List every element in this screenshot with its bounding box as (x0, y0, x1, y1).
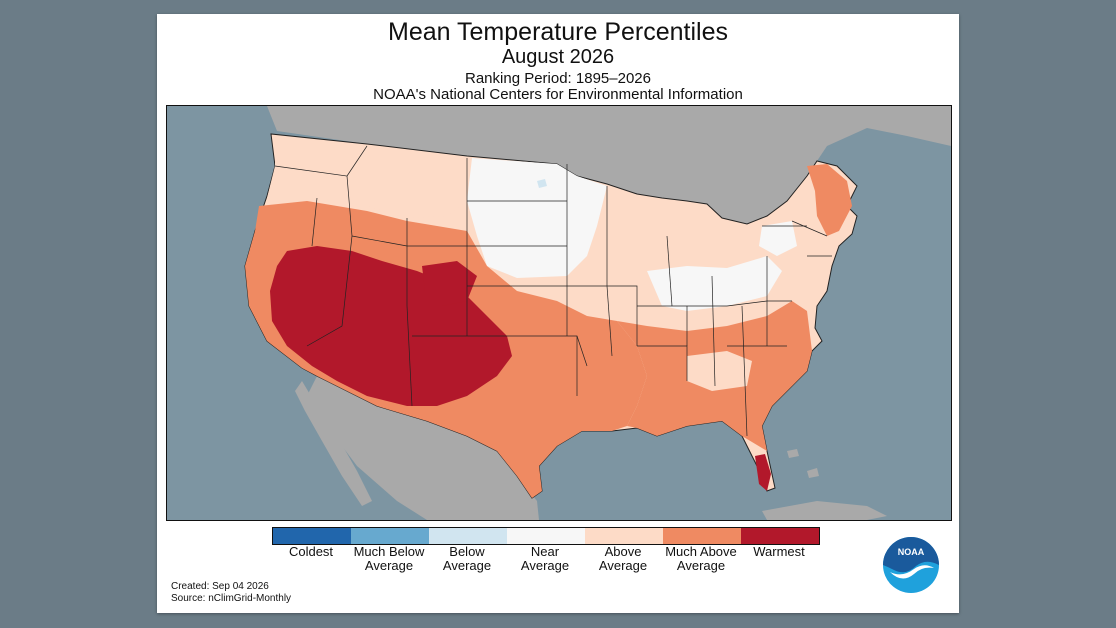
legend-label-near: Near Average (520, 544, 570, 573)
warmest-florida (755, 454, 771, 491)
bahamas-land (787, 449, 819, 478)
noaa-logo-upper (883, 537, 939, 573)
noaa-logo-text: NOAA (898, 547, 925, 557)
near-average-northeast (759, 221, 797, 256)
organization-name: NOAA's National Centers for Environmenta… (373, 86, 743, 103)
data-source: Source: nClimGrid-Monthly (171, 593, 292, 604)
legend-swatch-much-below (351, 528, 429, 544)
much-above-northeast (807, 164, 852, 236)
legend-label-above: Above Average (598, 544, 648, 573)
state-borders (274, 145, 832, 437)
legend-swatch-much-above (663, 528, 741, 544)
legend-label-coldest: Coldest (288, 544, 334, 559)
legend-swatch-near (507, 528, 585, 544)
mexico-land (307, 376, 539, 520)
legend-swatch-above (585, 528, 663, 544)
above-average-northwest (267, 136, 467, 218)
warmest-southwest (270, 246, 512, 406)
noaa-logo-icon: NOAA (883, 537, 939, 593)
map-card: Mean Temperature Percentiles August 2026… (157, 14, 959, 613)
legend-label-much-below: Much Below Average (353, 544, 425, 573)
legend-swatch-coldest (273, 528, 351, 544)
legend-label-below: Below Average (442, 544, 492, 573)
temperature-map (166, 105, 952, 521)
us-temperature-map-svg (167, 106, 951, 520)
cuba-land (762, 501, 887, 520)
near-average-ohio-valley (647, 256, 782, 311)
above-average-southeast-patch (687, 351, 752, 391)
map-subtitle: August 2026 (501, 46, 615, 68)
warmest-colorado (422, 261, 477, 306)
map-title: Mean Temperature Percentiles (388, 18, 728, 46)
legend-label-much-above: Much Above Average (665, 544, 737, 573)
ranking-period: Ranking Period: 1895–2026 (465, 70, 651, 87)
legend-swatch-warmest (741, 528, 819, 544)
near-average-zone (467, 158, 607, 278)
noaa-logo-wave (890, 565, 934, 579)
created-date: Created: Sep 04 2026 (171, 581, 269, 592)
legend-label-warmest: Warmest (753, 544, 805, 559)
legend-colorbar (272, 527, 820, 545)
legend-swatch-below (429, 528, 507, 544)
baja-peninsula (295, 381, 372, 506)
below-average-spot (537, 179, 547, 188)
